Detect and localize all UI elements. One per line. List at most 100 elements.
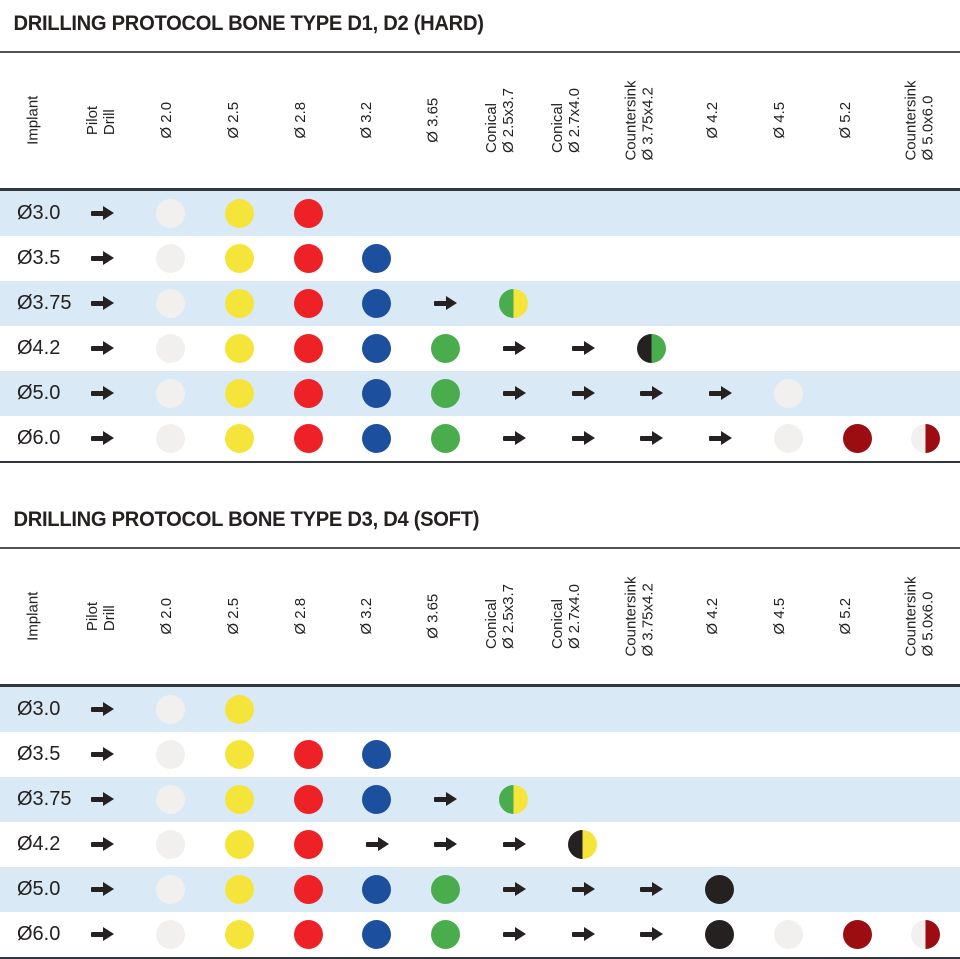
cell-countersink-3.75x4.2 <box>617 777 686 822</box>
cell-2.8 <box>274 371 343 416</box>
column-header-2.8: Ø 2.8 <box>268 549 335 684</box>
cell-5.2 <box>823 777 892 822</box>
cell-countersink-5.0x6.0 <box>891 281 960 326</box>
arrow-right-icon <box>90 792 115 808</box>
cell-conical-2.7x4.0 <box>548 191 617 236</box>
cell-countersink-3.75x4.2 <box>617 281 686 326</box>
cell-countersink-3.75x4.2 <box>617 236 686 281</box>
cell-5.2 <box>823 371 892 416</box>
cell-5.2 <box>823 687 892 732</box>
column-header-2.0: Ø 2.0 <box>135 53 202 188</box>
arrow-right-icon <box>90 927 115 943</box>
drill-step-dot-yellow <box>225 695 255 724</box>
drill-step-dot-yellow <box>225 289 255 318</box>
column-header-label: Ø 2.5 <box>225 102 243 139</box>
cell-countersink-5.0x6.0 <box>891 867 960 912</box>
column-header-2.0: Ø 2.0 <box>135 549 202 684</box>
implant-label: Ø5.0 <box>17 382 61 404</box>
column-header-3.2: Ø 3.2 <box>334 53 401 188</box>
drill-step-dot-green <box>430 379 460 408</box>
table-title: DRILLING PROTOCOL BONE TYPE D3, D4 (SOFT… <box>13 508 480 531</box>
cell-countersink-5.0x6.0 <box>891 371 960 416</box>
drill-step-dot-yellow <box>225 830 255 859</box>
drill-step-dot-white <box>773 424 803 453</box>
arrow-right-icon <box>433 296 458 312</box>
cell-3.65 <box>411 822 480 867</box>
drill-step-dot-half-green-yellow <box>499 785 529 814</box>
column-header-conical-2.5x3.7: Conical Ø 2.5x3.7 <box>467 53 534 188</box>
cell-2.0 <box>137 732 206 777</box>
column-header-label: Ø 3.2 <box>358 102 376 139</box>
cell-3.2 <box>342 371 411 416</box>
column-header-2.5: Ø 2.5 <box>201 53 268 188</box>
drill-step-dot-blue <box>362 244 392 273</box>
cell-5.2 <box>823 732 892 777</box>
column-header-label: Ø 2.0 <box>158 598 176 635</box>
cell-conical-2.7x4.0 <box>548 236 617 281</box>
cell-2.0 <box>137 191 206 236</box>
cell-2.8 <box>274 281 343 326</box>
column-header-label: Ø 2.8 <box>291 598 309 635</box>
drill-step-dot-yellow <box>225 740 255 769</box>
cell-2.8 <box>274 867 343 912</box>
column-headers-row: Implant Pilot Drill Ø 2.0 Ø 2.5 Ø 2.8 Ø 3.2 Ø … <box>0 53 960 191</box>
implant-label: Ø6.0 <box>17 923 61 945</box>
drilling-protocol-hard-table: DRILLING PROTOCOL BONE TYPE D1, D2 (HARD… <box>0 0 960 463</box>
cell-conical-2.7x4.0 <box>548 912 617 957</box>
drill-step-dot-darkred <box>842 424 872 453</box>
cell-2.5 <box>205 822 274 867</box>
column-header-label: Pilot Drill <box>83 105 118 136</box>
drill-step-dot-white <box>156 830 186 859</box>
drill-step-dot-red <box>293 379 323 408</box>
column-header-implant: Implant <box>0 549 68 684</box>
implant-label: Ø3.5 <box>17 743 61 765</box>
arrow-right-icon <box>502 882 526 898</box>
cell-conical-2.5x3.7 <box>480 867 549 912</box>
cell-4.2 <box>686 687 755 732</box>
cell-3.65 <box>411 416 480 461</box>
cell-2.0 <box>137 867 206 912</box>
drill-step-dot-white <box>773 920 803 949</box>
table-title: DRILLING PROTOCOL BONE TYPE D1, D2 (HARD… <box>13 12 484 35</box>
cell-2.5 <box>205 732 274 777</box>
cell-countersink-5.0x6.0 <box>891 777 960 822</box>
cell-conical-2.7x4.0 <box>548 687 617 732</box>
column-header-3.65: Ø 3.65 <box>401 53 468 188</box>
cell-5.2 <box>823 191 892 236</box>
column-header-pilot-drill: Pilot Drill <box>68 549 135 684</box>
cell-3.65 <box>411 867 480 912</box>
cell-5.2 <box>823 236 892 281</box>
implant-row-4.2: Ø4.2 <box>0 326 960 371</box>
column-header-label: Ø 5.2 <box>837 102 855 139</box>
arrow-right-icon <box>433 792 458 808</box>
drill-step-dot-half-white-darkred <box>911 920 941 949</box>
cell-3.65 <box>411 687 480 732</box>
cell-3.2 <box>342 236 411 281</box>
arrow-right-icon <box>571 882 595 898</box>
drill-step-dot-red <box>293 244 323 273</box>
arrow-right-icon <box>571 341 595 357</box>
column-header-label: Countersink Ø 3.75x4.2 <box>622 80 657 161</box>
cell-countersink-5.0x6.0 <box>891 191 960 236</box>
arrow-right-icon <box>571 386 595 402</box>
cell-conical-2.7x4.0 <box>548 281 617 326</box>
cell-pilot-drill <box>68 912 137 957</box>
cell-conical-2.5x3.7 <box>480 281 549 326</box>
cell-conical-2.7x4.0 <box>548 732 617 777</box>
drill-step-dot-red <box>293 424 323 453</box>
cell-4.2 <box>686 822 755 867</box>
cell-4.5 <box>754 912 823 957</box>
column-header-label: Ø 4.5 <box>770 598 788 635</box>
cell-conical-2.5x3.7 <box>480 326 549 371</box>
drill-step-dot-red <box>293 289 323 318</box>
cell-conical-2.7x4.0 <box>548 822 617 867</box>
implant-label: Ø3.0 <box>17 698 61 720</box>
drill-step-dot-blue <box>362 875 392 904</box>
cell-3.65 <box>411 326 480 371</box>
drill-step-dot-white <box>156 740 186 769</box>
drill-step-dot-green <box>430 334 460 363</box>
cell-conical-2.7x4.0 <box>548 777 617 822</box>
cell-2.5 <box>205 912 274 957</box>
implant-label: Ø6.0 <box>17 427 61 449</box>
arrow-right-icon <box>639 431 664 447</box>
